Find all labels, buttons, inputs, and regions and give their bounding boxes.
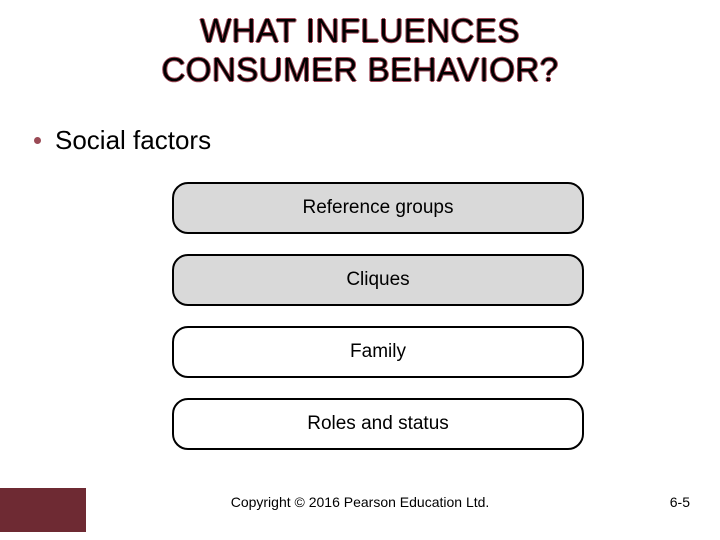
bullet-row: Social factors xyxy=(34,125,211,156)
bullet-text: Social factors xyxy=(55,125,211,156)
pill-label: Cliques xyxy=(346,269,409,291)
page-number: 6-5 xyxy=(670,494,690,510)
pill-label: Roles and status xyxy=(307,413,449,435)
copyright-text: Copyright © 2016 Pearson Education Ltd. xyxy=(0,494,720,510)
title-line-2: CONSUMER BEHAVIOR? xyxy=(161,51,558,88)
slide: WHAT INFLUENCES CONSUMER BEHAVIOR? Socia… xyxy=(0,0,720,540)
pill-label: Reference groups xyxy=(302,197,453,219)
pill-label: Family xyxy=(350,341,406,363)
publisher-brand-block xyxy=(0,488,86,532)
slide-title: WHAT INFLUENCES CONSUMER BEHAVIOR? xyxy=(0,12,720,90)
bullet-dot-icon xyxy=(34,137,41,144)
pill-item: Reference groups xyxy=(172,182,584,234)
pill-stack: Reference groups Cliques Family Roles an… xyxy=(172,182,584,450)
pill-item: Family xyxy=(172,326,584,378)
pill-item: Cliques xyxy=(172,254,584,306)
title-line-1: WHAT INFLUENCES xyxy=(200,12,520,49)
pill-item: Roles and status xyxy=(172,398,584,450)
